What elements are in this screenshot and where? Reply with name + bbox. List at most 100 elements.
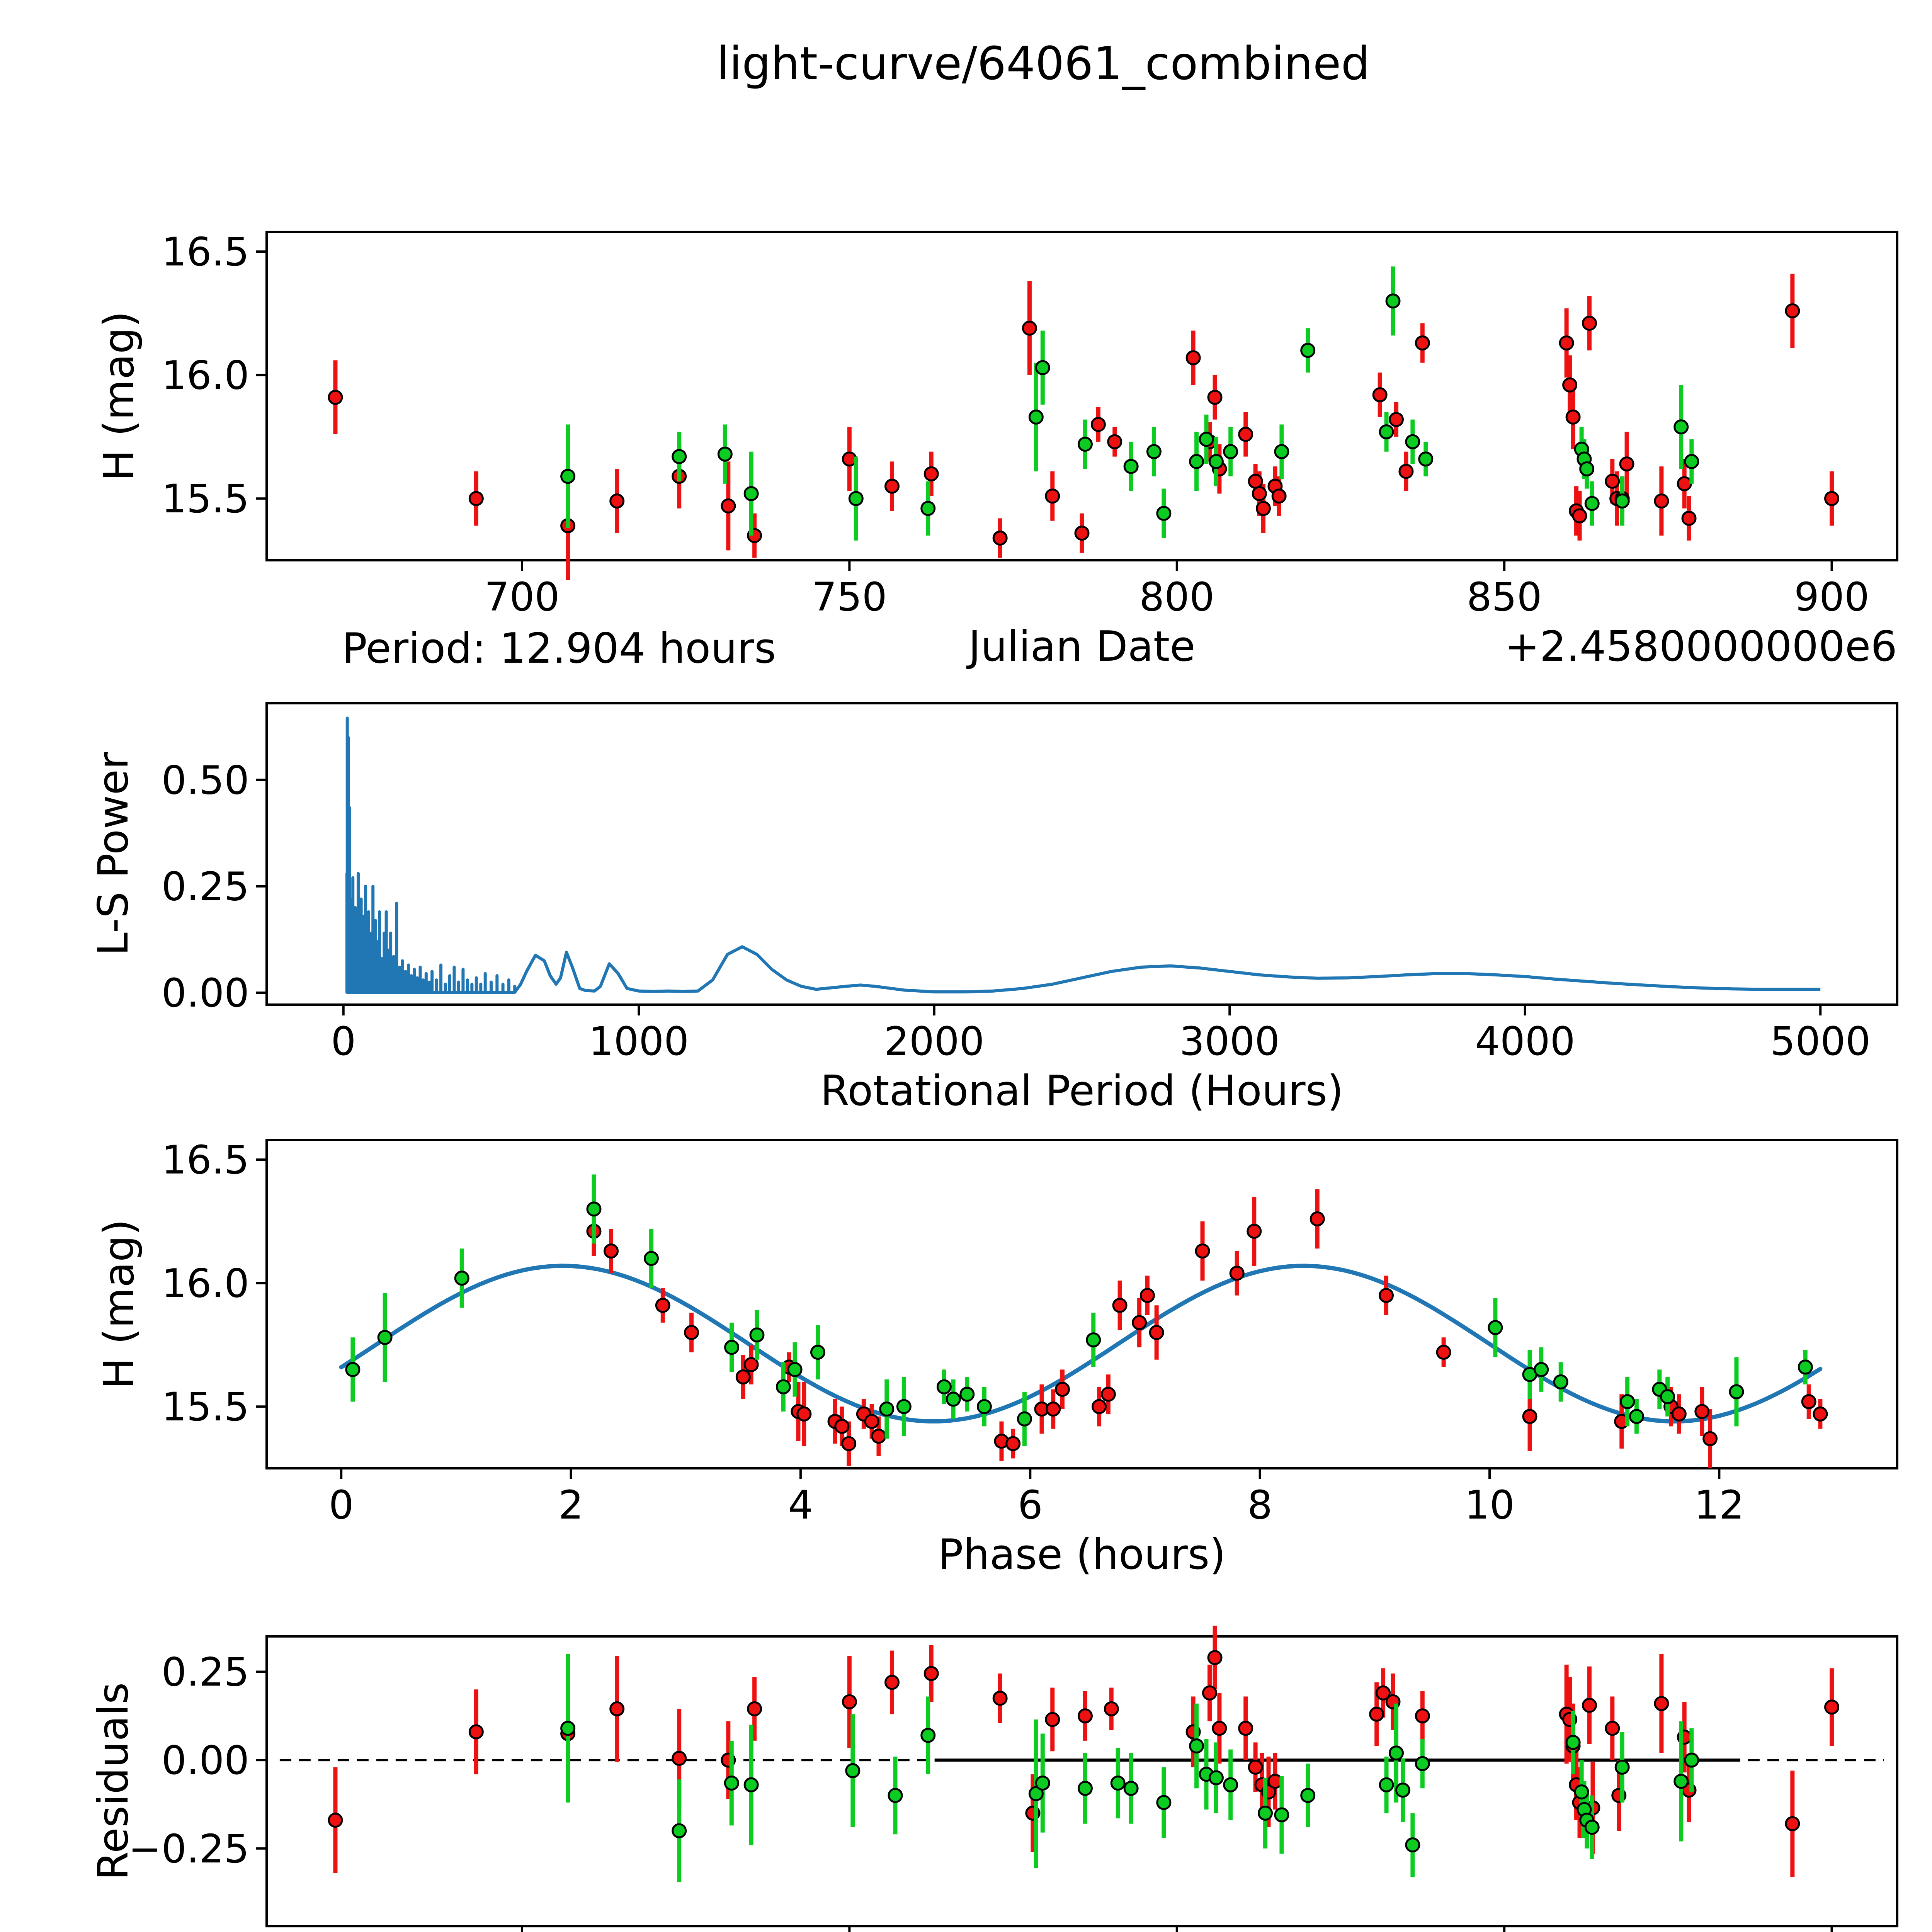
data-point — [672, 1751, 687, 1766]
data-point — [884, 478, 900, 494]
lightcurve-frame — [265, 231, 1898, 561]
residuals-ylabel: Residuals — [89, 1682, 138, 1880]
data-point — [1488, 1320, 1503, 1335]
data-point — [1553, 1374, 1568, 1389]
data-point — [1534, 1362, 1549, 1377]
data-point — [560, 1721, 576, 1736]
data-point — [672, 1823, 687, 1838]
data-point — [1376, 1685, 1391, 1701]
data-point — [1208, 454, 1224, 469]
data-point — [920, 1728, 936, 1743]
data-point — [1369, 1706, 1384, 1722]
data-point — [377, 1330, 393, 1345]
x-tick-label: 5000 — [1770, 1019, 1871, 1065]
data-point — [604, 1243, 619, 1259]
data-point — [1684, 1752, 1699, 1768]
data-point — [1090, 417, 1106, 432]
data-point — [1238, 1721, 1253, 1736]
data-point — [1677, 476, 1692, 492]
data-point — [1123, 1781, 1139, 1796]
figure-title: light-curve/64061_combined — [716, 37, 1370, 90]
data-point — [1671, 1406, 1687, 1422]
data-point — [1614, 493, 1630, 509]
data-point — [1629, 1409, 1644, 1424]
data-point — [834, 1418, 850, 1434]
data-point — [787, 1362, 803, 1377]
data-point — [1813, 1406, 1828, 1422]
data-point — [848, 491, 864, 506]
x-tick-label: 6 — [1018, 1482, 1043, 1528]
data-point — [1785, 303, 1800, 319]
y-tick-label: 16.5 — [162, 229, 249, 275]
data-point — [1077, 1708, 1093, 1724]
data-point — [1619, 456, 1634, 472]
periodogram-curve — [345, 716, 1821, 994]
data-point — [1395, 1782, 1410, 1798]
x-tick-label: 4 — [788, 1482, 813, 1528]
residuals-frame — [265, 1635, 1898, 1927]
data-point — [1274, 1807, 1289, 1823]
data-point — [743, 1357, 759, 1372]
data-point — [1077, 1781, 1093, 1796]
data-point — [1212, 1721, 1227, 1736]
data-point — [1189, 454, 1204, 469]
x-tick-label: 850 — [1467, 574, 1542, 620]
data-point — [743, 1777, 759, 1793]
data-point — [1247, 1223, 1262, 1239]
data-point — [1415, 335, 1430, 351]
data-point — [1522, 1409, 1537, 1424]
data-point — [1248, 473, 1263, 489]
data-point — [454, 1270, 469, 1286]
x-tick-label: 2 — [558, 1482, 583, 1528]
data-point — [1274, 444, 1289, 459]
data-point — [468, 491, 484, 506]
data-point — [1028, 1786, 1044, 1801]
phased-frame — [265, 1139, 1898, 1469]
data-point — [1077, 437, 1093, 452]
data-point — [721, 498, 736, 514]
data-point — [1104, 1701, 1119, 1716]
data-point — [1572, 508, 1587, 524]
data-point — [1418, 451, 1434, 467]
data-point — [1229, 1265, 1245, 1281]
data-point — [1112, 1298, 1128, 1313]
period-annotation: Period: 12.904 hours — [342, 624, 776, 673]
data-point — [1605, 473, 1620, 489]
y-tick-label: 16.0 — [162, 1261, 249, 1307]
data-point — [1202, 1685, 1217, 1701]
data-point — [1582, 1697, 1597, 1713]
y-tick-label: 16.5 — [162, 1137, 249, 1183]
data-point — [1017, 1411, 1032, 1427]
data-point — [1300, 343, 1316, 358]
data-point — [609, 1701, 625, 1716]
data-point — [923, 1666, 939, 1681]
data-point — [644, 1251, 659, 1266]
data-point — [884, 1675, 900, 1690]
data-point — [1252, 486, 1267, 501]
data-point — [920, 501, 936, 516]
x-tick-label: 8 — [1247, 1482, 1272, 1528]
data-point — [1785, 1816, 1800, 1832]
data-point — [1132, 1315, 1147, 1330]
sinusoid-fit-curve — [339, 1264, 1823, 1424]
data-point — [1035, 1776, 1050, 1791]
x-tick-label: 750 — [812, 574, 887, 620]
data-point — [560, 469, 576, 484]
data-point — [655, 1298, 670, 1313]
data-point — [1045, 488, 1060, 504]
phased-red-points — [586, 1189, 1828, 1468]
data-point — [1385, 293, 1401, 309]
data-point — [1798, 1359, 1813, 1375]
data-point — [1223, 444, 1238, 459]
x-tick-label: 12 — [1694, 1482, 1744, 1528]
data-point — [1238, 427, 1253, 442]
data-point — [1300, 1788, 1316, 1803]
periodogram-ylabel: L-S Power — [89, 752, 138, 956]
data-point — [1074, 526, 1090, 541]
data-point — [1207, 1650, 1223, 1665]
data-point — [1028, 409, 1044, 425]
data-point — [684, 1325, 699, 1340]
data-point — [1005, 1436, 1021, 1451]
data-point — [976, 1399, 992, 1414]
